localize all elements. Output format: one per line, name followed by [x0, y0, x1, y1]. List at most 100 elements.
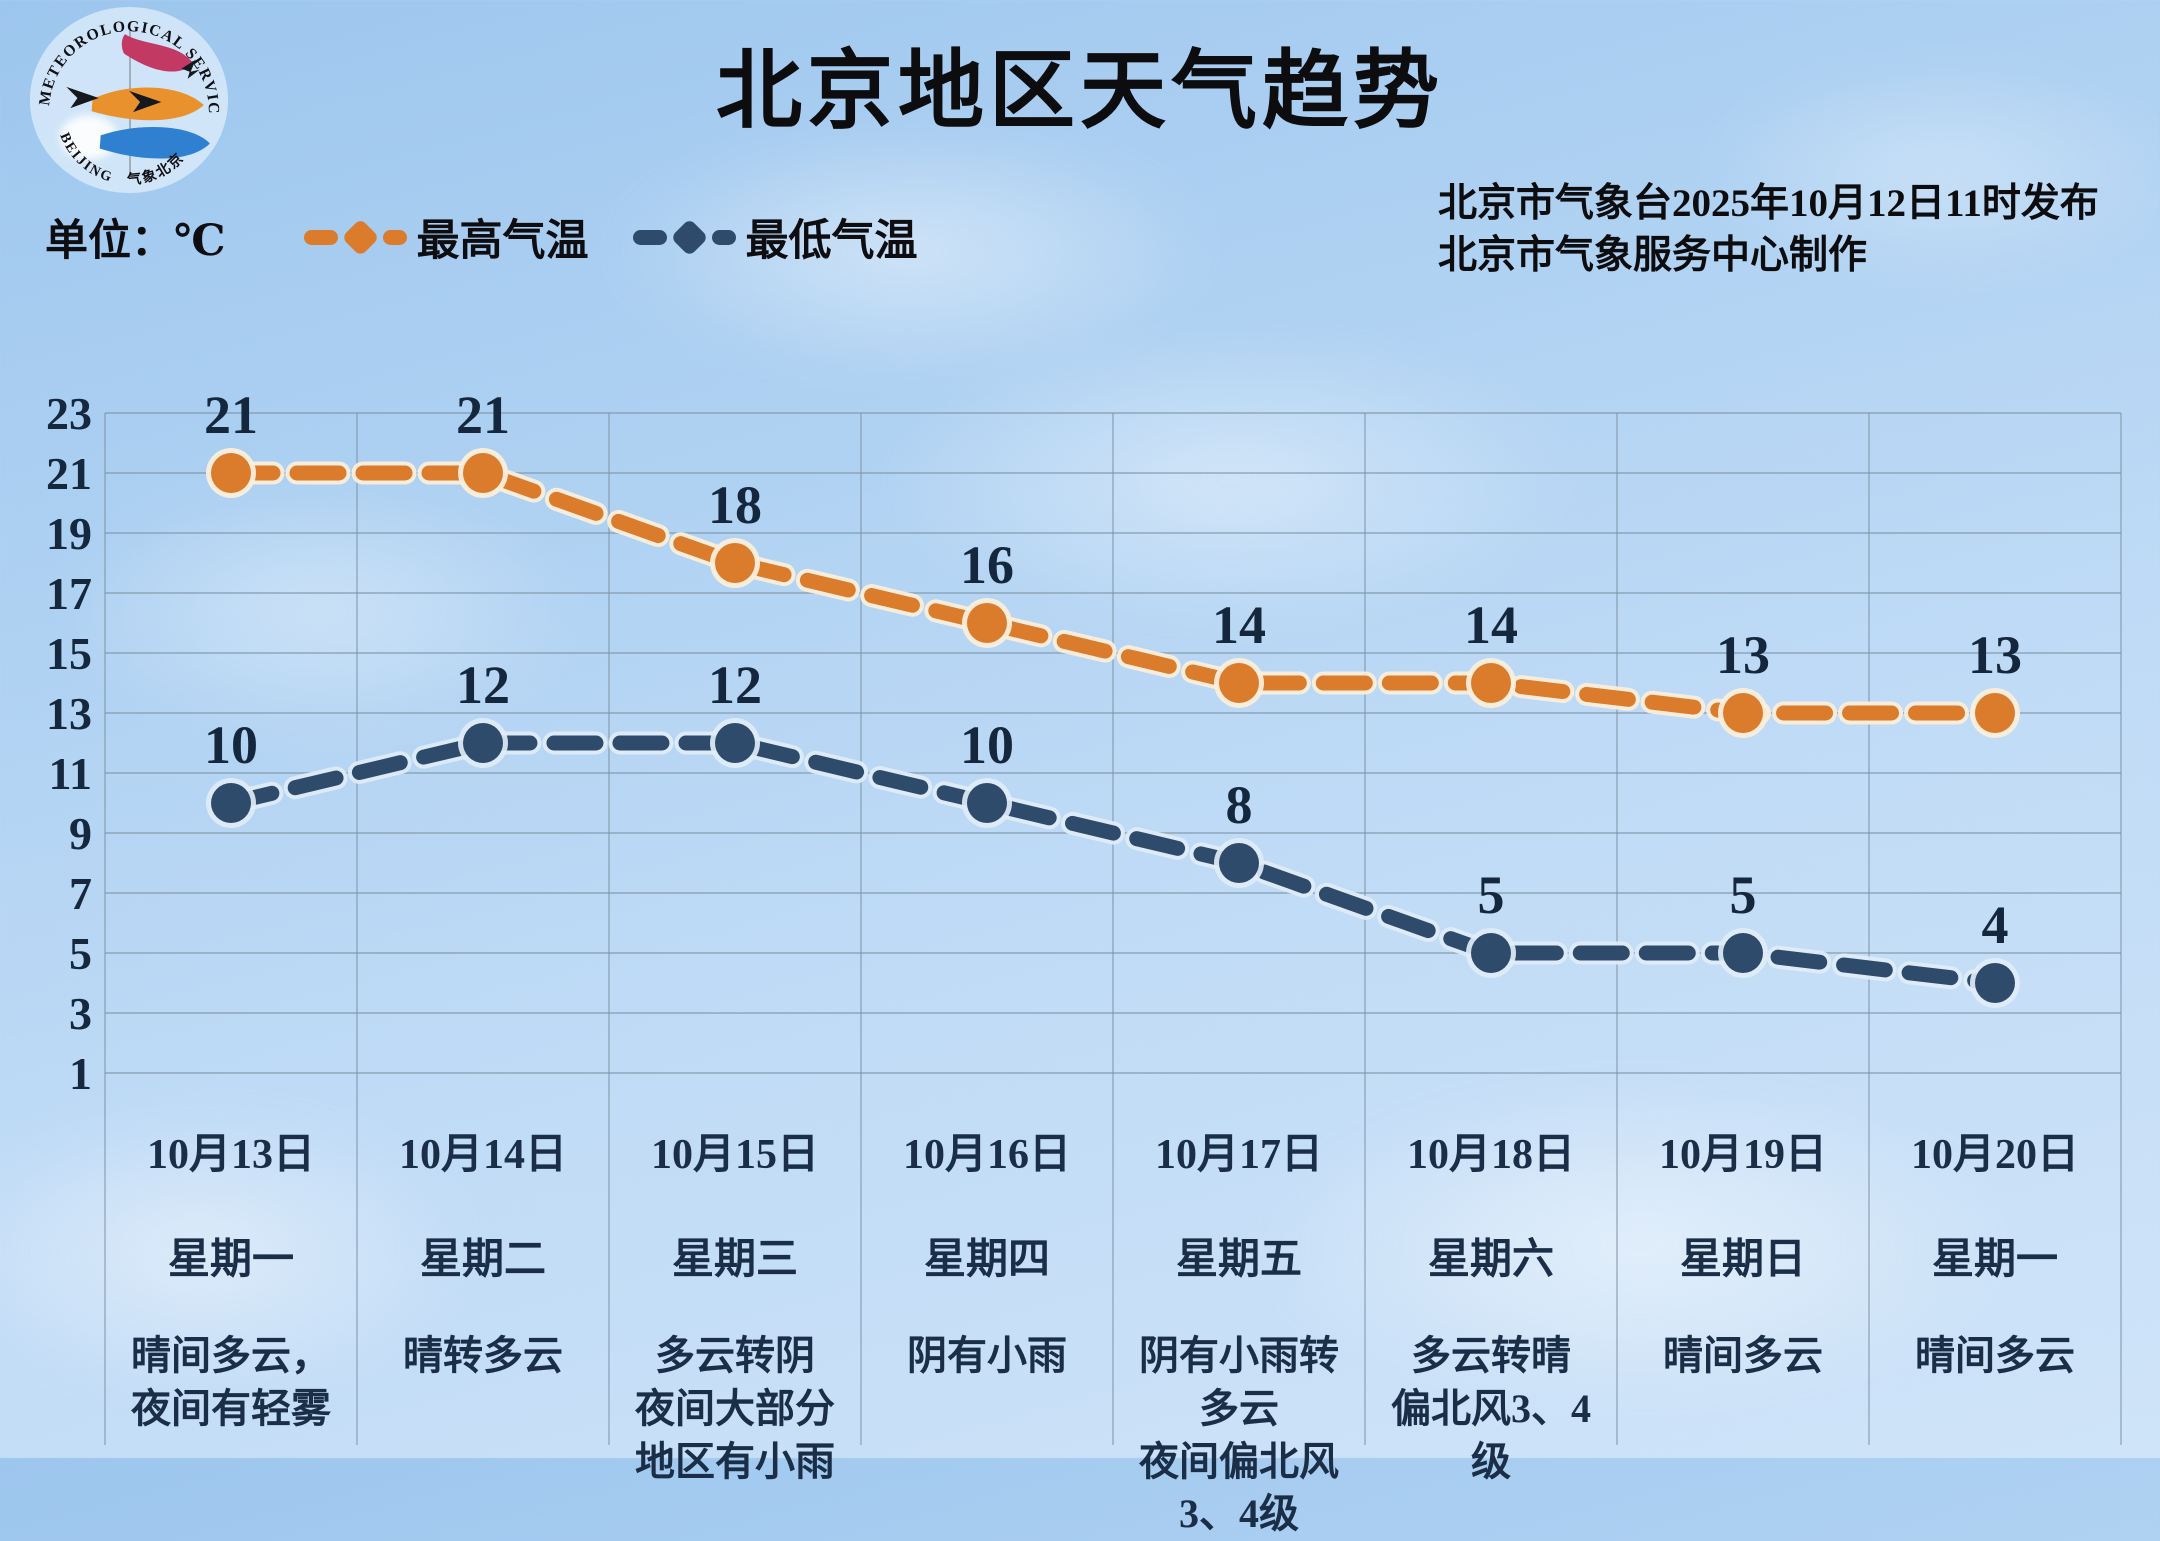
y-tick-label: 15 [46, 628, 92, 679]
weather-label: 晴间多云，夜间有轻雾 [131, 1333, 331, 1431]
weather-label: 多云转阴 夜间大部分地区有小雨 [635, 1333, 835, 1484]
data-point-marker [1219, 663, 1259, 703]
x-label-column: 10月20日 星期一晴间多云 [1869, 1092, 2121, 1541]
data-point-label: 14 [1464, 595, 1518, 655]
data-point-marker [715, 723, 755, 763]
data-point-label: 4 [1982, 895, 2009, 955]
y-tick-label: 7 [69, 868, 92, 919]
weekday-label: 星期四 [923, 1237, 1050, 1283]
y-tick-label: 1 [69, 1048, 92, 1099]
legend-label-high: 最高气温 [416, 218, 589, 265]
date-label: 10月13日 [146, 1132, 315, 1178]
data-point-label: 21 [204, 385, 258, 445]
data-point-marker [211, 783, 251, 823]
data-point-marker [715, 543, 755, 583]
series-low-temp: 10 12 12 10 8 5 5 4 [204, 655, 2020, 1008]
high-temp-line-sample-icon [303, 217, 407, 257]
x-label-column: 10月16日 星期四阴有小雨 [861, 1092, 1113, 1541]
date-label: 10月16日 [902, 1132, 1071, 1178]
weather-label: 晴转多云 [403, 1333, 563, 1378]
x-label-column: 10月13日 星期一晴间多云，夜间有轻雾 [105, 1092, 357, 1541]
data-point-marker [967, 603, 1007, 643]
weather-label: 阴有小雨 [907, 1333, 1067, 1378]
x-label-column: 10月15日 星期三多云转阴 夜间大部分地区有小雨 [609, 1092, 861, 1541]
logo-bird-icon [129, 90, 162, 113]
data-point-marker [1975, 963, 2015, 1003]
data-point-label: 14 [1212, 595, 1266, 655]
data-point-marker [1471, 933, 1511, 973]
date-label: 10月20日 [1910, 1132, 2079, 1178]
weekday-label: 星期六 [1427, 1237, 1554, 1283]
y-tick-label: 9 [69, 808, 92, 859]
y-tick-label: 5 [69, 928, 92, 979]
data-point-marker [1723, 933, 1763, 973]
logo-bird-icon [66, 86, 99, 109]
issued-line-1: 北京市气象台2025年10月12日11时发布 [1438, 182, 2099, 225]
date-label: 10月14日 [398, 1132, 567, 1178]
data-point-marker [1975, 693, 2015, 733]
data-point-label: 5 [1730, 865, 1757, 925]
data-point-label: 18 [708, 475, 762, 535]
data-point-marker [211, 453, 251, 493]
legend-item-high: 最高气温 [303, 206, 589, 268]
trend-line [223, 465, 2003, 721]
y-tick-label: 21 [46, 448, 92, 499]
weekday-label: 星期三 [671, 1237, 798, 1283]
data-point-marker [1219, 843, 1259, 883]
unit-label: 单位：℃ [45, 218, 226, 265]
weekday-label: 星期五 [1175, 1237, 1302, 1283]
weather-label: 晴间多云 [1663, 1333, 1823, 1378]
data-point-label: 21 [456, 385, 510, 445]
data-point-label: 5 [1478, 865, 1505, 925]
y-tick-label: 11 [49, 748, 92, 799]
data-point-marker [967, 783, 1007, 823]
y-tick-label: 17 [46, 568, 92, 619]
legend-item-low: 最低气温 [632, 206, 918, 268]
logo-ribbon-red-icon [121, 34, 194, 72]
page-title: 北京地区天气趋势 [716, 43, 1444, 139]
y-tick-label: 13 [46, 688, 92, 739]
x-label-column: 10月17日 星期五阴有小雨转多云 夜间偏北风3、4级 [1113, 1092, 1365, 1541]
date-label: 10月17日 [1154, 1132, 1323, 1178]
date-label: 10月18日 [1406, 1132, 1575, 1178]
x-axis-labels: 10月13日 星期一 晴间多云，夜间有轻雾 10月14日 星期二 晴转多云 10月15日 星期… [105, 1092, 2121, 1536]
data-point-marker [463, 453, 503, 493]
issued-line-2: 北京市气象服务中心制作 [1438, 234, 1868, 277]
x-label-column: 10月19日 星期日晴间多云 [1617, 1092, 1869, 1541]
data-point-label: 13 [1716, 625, 1770, 685]
x-label-column: 10月18日 星期六 多云转晴 偏北风3、4级 [1365, 1092, 1617, 1541]
weather-label: 阴有小雨转多云 夜间偏北风3、4级 [1139, 1333, 1339, 1537]
data-point-marker [1723, 693, 1763, 733]
weekday-label: 星期二 [419, 1237, 546, 1283]
data-point-label: 10 [204, 715, 258, 775]
data-point-label: 16 [960, 535, 1014, 595]
issue-info: 北京市气象台2025年10月12日11时发布 北京市气象服务中心制作 [1438, 178, 2099, 282]
x-label-column: 10月14日 星期二晴转多云 [357, 1092, 609, 1541]
data-point-label: 12 [708, 655, 762, 715]
beijing-meteorological-service-logo: METEOROLOGICAL SERVICE BEIJING 气象北京 [22, 6, 229, 193]
weekday-label: 星期一 [167, 1237, 294, 1283]
weather-label: 晴间多云 [1915, 1333, 2075, 1378]
y-tick-label: 19 [46, 508, 92, 559]
data-point-marker [1471, 663, 1511, 703]
date-label: 10月19日 [1658, 1132, 1827, 1178]
y-tick-label: 3 [69, 988, 92, 1039]
trend-line [223, 735, 2003, 991]
legend-row: 单位：℃ 最高气温 最低气温 [45, 206, 962, 268]
y-tick-label: 23 [46, 388, 92, 439]
logo-ribbon-blue-icon [99, 126, 210, 159]
weekday-label: 星期一 [1931, 1237, 2058, 1283]
legend-label-low: 最低气温 [745, 218, 918, 265]
data-point-label: 10 [960, 715, 1014, 775]
data-point-label: 12 [456, 655, 510, 715]
data-point-label: 8 [1226, 775, 1253, 835]
series-high-temp: 21 21 18 16 14 14 13 13 [204, 385, 2022, 738]
data-point-label: 13 [1968, 625, 2022, 685]
y-axis-labels: 23 21 19 17 15 13 11 9 7 5 3 1 [46, 388, 92, 1099]
date-label: 10月15日 [650, 1132, 819, 1178]
logo-bird-icon [181, 59, 200, 79]
low-temp-line-sample-icon [632, 217, 736, 257]
weekday-label: 星期日 [1679, 1237, 1806, 1283]
data-point-marker [463, 723, 503, 763]
